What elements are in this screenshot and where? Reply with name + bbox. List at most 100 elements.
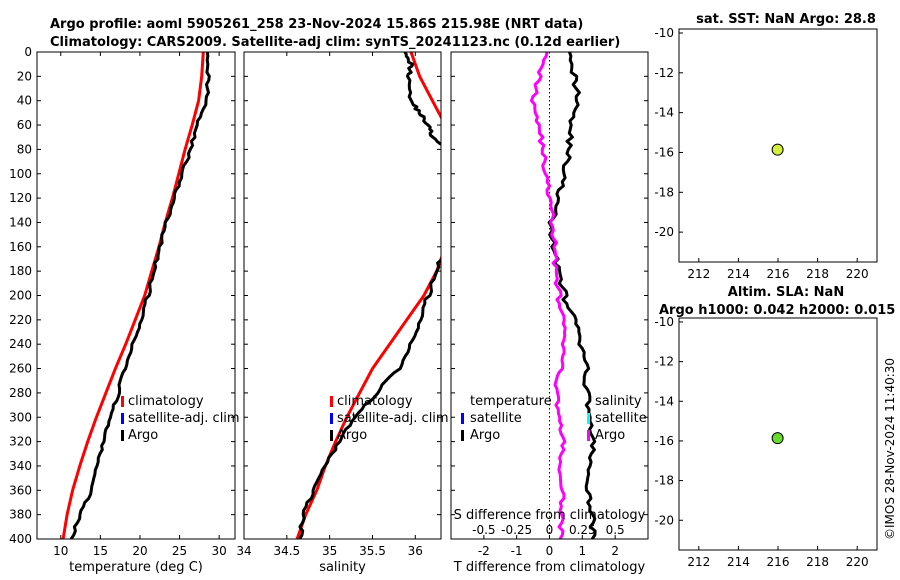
ytick-label: -12	[654, 355, 674, 369]
ytick-label: -10	[654, 315, 674, 329]
figure-title-line1: Argo profile: aoml 5905261_258 23-Nov-20…	[50, 17, 583, 32]
difference-xlabel: T difference from climatology	[453, 560, 646, 575]
xtick-label: 20	[132, 544, 147, 558]
temperature-profile-frame	[36, 51, 236, 540]
s-tick-label: -0.25	[501, 523, 532, 537]
s-tick-label: 0.25	[569, 523, 596, 537]
ytick-label: 280	[9, 386, 32, 400]
xtick-label: 212	[687, 267, 710, 281]
legend-label: Argo	[337, 428, 367, 443]
ytick-label: 80	[17, 142, 32, 156]
legend-swatch	[330, 396, 333, 407]
ytick-label: 20	[17, 69, 32, 83]
ytick-label: -10	[654, 26, 674, 40]
series-line-argo	[69, 52, 211, 539]
xtick-label: 214	[727, 267, 750, 281]
ytick-label: 180	[9, 264, 32, 278]
legend-label: satellite-adj. clim	[337, 411, 449, 426]
ytick-label: 380	[9, 508, 32, 522]
legend-label: Argo	[470, 428, 500, 443]
salinity-profile-frame	[243, 51, 442, 540]
legend-label: satellite	[595, 411, 647, 426]
difference-profile-panel: -2 -1 0 1 2 T difference from climatology S di…	[450, 51, 649, 575]
legend-label: climatology	[128, 394, 204, 409]
series-line-climatology	[61, 52, 205, 539]
xtick-label: 212	[687, 555, 710, 569]
legend-swatch	[330, 430, 333, 441]
timestamp-label: ©IMOS 28-Nov-2024 11:40:30	[883, 358, 897, 540]
legend-label: Argo	[595, 428, 625, 443]
ytick-label: 200	[9, 289, 32, 303]
s-tick-label: 0.5	[606, 523, 625, 537]
xtick-label: 218	[806, 555, 829, 569]
difference-s-axis-label: S difference from climatology	[454, 508, 646, 523]
xtick-label: 30	[212, 544, 227, 558]
xtick-label: 216	[767, 555, 790, 569]
xtick-label: 214	[727, 555, 750, 569]
xtick-label: 35	[322, 544, 337, 558]
sla-map-panel: 212 214 216 218 220 -10 -12 -14 -16 -18 -20 Altim. …	[654, 285, 895, 569]
ytick-label: -16	[654, 145, 674, 159]
ytick-label: 220	[9, 313, 32, 327]
temperature-profile-panel: 0 20 40 60 80 100 120 140 160 180 200 220 240 260 280 3…	[9, 45, 240, 575]
xtick-label: 36	[408, 544, 423, 558]
ytick-label: 0	[24, 45, 32, 59]
legend-swatch	[587, 430, 590, 441]
series-line-s-difference	[530, 52, 567, 539]
ytick-label: 240	[9, 337, 32, 351]
sst-map-title: sat. SST: NaN Argo: 28.8	[696, 12, 876, 27]
ytick-label: 160	[9, 240, 32, 254]
xtick-label: 35.5	[359, 544, 386, 558]
ytick-label: 400	[9, 532, 32, 546]
xtick-label: -1	[511, 544, 523, 558]
legend-swatch	[121, 396, 124, 407]
sst-map-panel: 212 214 216 218 220 -10 -12 -14 -16 -18 -20 sat. SS…	[654, 12, 878, 281]
salinity-profile-series	[295, 52, 441, 539]
legend-swatch	[121, 430, 124, 441]
xtick-label: 218	[806, 267, 829, 281]
temperature-profile-xlabel: temperature (deg C)	[69, 560, 203, 575]
legend-swatch	[330, 413, 333, 424]
figure-title-line2: Climatology: CARS2009. Satellite-adj cli…	[50, 35, 620, 50]
xtick-label: 2	[611, 544, 619, 558]
xtick-label: 34	[236, 544, 251, 558]
legend-swatch	[587, 413, 590, 424]
series-line-argo	[298, 52, 441, 539]
series-line-t-difference	[547, 52, 597, 539]
ytick-label: 300	[9, 410, 32, 424]
ytick-label: 100	[9, 167, 32, 181]
ytick-label: -20	[654, 513, 674, 527]
xtick-label: -2	[478, 544, 490, 558]
ytick-label: -12	[654, 66, 674, 80]
legend-label: Argo	[128, 428, 158, 443]
sla-map-title: Altim. SLA: NaN	[728, 285, 844, 300]
ytick-label: -18	[654, 474, 674, 488]
ytick-label: 40	[17, 94, 32, 108]
ytick-label: -18	[654, 185, 674, 199]
plots: 0204060801001201401601802002202402602803…	[9, 12, 895, 575]
difference-series	[530, 52, 597, 539]
ytick-label: 120	[9, 191, 32, 205]
ytick-label: 140	[9, 215, 32, 229]
sla-map-subtitle: Argo h1000: 0.042 h2000: 0.015	[659, 303, 895, 318]
ytick-label: -20	[654, 225, 674, 239]
ytick-label: -16	[654, 434, 674, 448]
xtick-label: 25	[172, 544, 187, 558]
ytick-label: 340	[9, 459, 32, 473]
ytick-label: -14	[654, 394, 674, 408]
s-tick-label: 0	[546, 523, 554, 537]
ytick-label: 60	[17, 118, 32, 132]
temperature-profile-series	[61, 52, 211, 539]
xtick-label: 1	[579, 544, 587, 558]
legend-swatch	[121, 413, 124, 424]
legend-swatch	[461, 413, 464, 424]
legend-label: satellite-adj. clim	[128, 411, 240, 426]
profile-location-marker	[771, 432, 784, 445]
ytick-label: -14	[654, 106, 674, 120]
ytick-label: 360	[9, 483, 32, 497]
s-tick-label: -0.5	[472, 523, 495, 537]
legend-label: satellite	[470, 411, 522, 426]
xtick-label: 10	[53, 544, 68, 558]
series-line-climatology	[295, 52, 441, 539]
